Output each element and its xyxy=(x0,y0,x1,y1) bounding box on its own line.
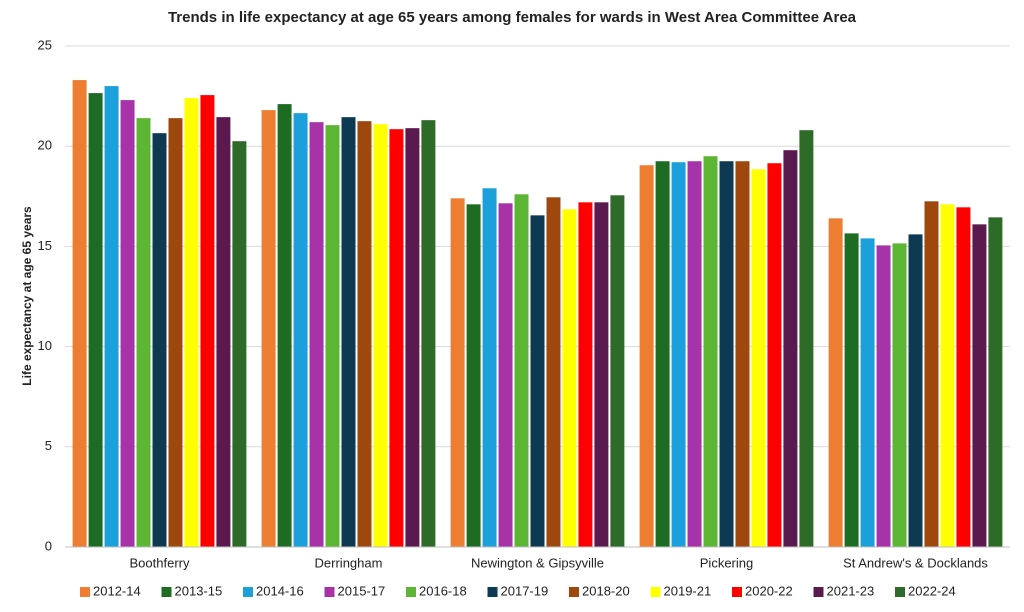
bar xyxy=(216,117,231,547)
bar xyxy=(293,113,308,547)
bar xyxy=(120,100,135,547)
bar xyxy=(261,110,276,548)
legend-swatch xyxy=(406,587,416,597)
bar xyxy=(405,128,420,547)
legend-label: 2016-18 xyxy=(419,583,467,598)
bar xyxy=(514,194,529,547)
bar xyxy=(562,209,577,548)
y-tick-label: 0 xyxy=(45,538,52,553)
legend-swatch xyxy=(80,587,90,597)
bar xyxy=(639,165,654,547)
bar xyxy=(450,198,465,547)
y-tick-label: 15 xyxy=(38,238,52,253)
bar xyxy=(972,224,987,547)
bar xyxy=(421,120,436,547)
bar xyxy=(892,243,907,548)
legend-swatch xyxy=(324,587,335,597)
bar xyxy=(767,163,782,547)
bar xyxy=(703,156,718,547)
bar xyxy=(578,202,593,547)
bar xyxy=(72,80,87,548)
bar xyxy=(956,207,971,547)
legend-label: 2012-14 xyxy=(93,583,141,598)
bar xyxy=(184,98,199,547)
bar xyxy=(341,117,356,547)
bar xyxy=(546,197,561,547)
bar xyxy=(277,104,292,547)
bar xyxy=(799,130,814,547)
legend-swatch xyxy=(243,587,253,597)
x-tick-label: Derringham xyxy=(315,555,383,570)
bar xyxy=(466,204,481,548)
bar xyxy=(719,161,734,548)
bar xyxy=(88,93,103,548)
legend-swatch xyxy=(650,587,661,597)
bar xyxy=(389,129,404,547)
chart-title: Trends in life expectancy at age 65 year… xyxy=(168,9,857,26)
legend-label: 2015-17 xyxy=(338,583,386,598)
x-tick-label: St Andrew's & Docklands xyxy=(843,555,988,570)
bar xyxy=(136,118,151,548)
bar xyxy=(357,121,372,548)
bar xyxy=(482,188,497,547)
bar xyxy=(200,95,215,548)
legend-swatch xyxy=(813,587,824,597)
bar xyxy=(735,161,750,548)
bar xyxy=(988,217,1003,548)
bar xyxy=(152,133,167,547)
legend-label: 2017-19 xyxy=(501,583,549,598)
legend-label: 2019-21 xyxy=(664,583,712,598)
y-tick-label: 20 xyxy=(38,138,52,153)
bar xyxy=(908,234,923,547)
legend-label: 2021-23 xyxy=(827,583,875,598)
bar xyxy=(104,86,119,547)
bar xyxy=(924,201,939,547)
bar xyxy=(783,150,798,547)
bar xyxy=(940,204,955,548)
bar xyxy=(594,202,609,547)
legend-swatch xyxy=(161,587,172,597)
y-tick-label: 25 xyxy=(38,37,52,52)
bar xyxy=(309,122,324,547)
bar xyxy=(751,169,766,547)
legend-label: 2013-15 xyxy=(175,583,223,598)
y-tick-label: 10 xyxy=(38,338,52,353)
bar xyxy=(610,195,625,547)
x-tick-label: Boothferry xyxy=(130,555,190,570)
x-tick-label: Newington & Gipsyville xyxy=(471,555,604,570)
bar xyxy=(876,245,891,547)
y-axis-label: Life expectancy at age 65 years xyxy=(20,206,34,386)
legend-swatch xyxy=(487,587,498,597)
legend-swatch xyxy=(895,587,905,597)
bar xyxy=(373,124,388,547)
bar xyxy=(325,125,340,548)
y-tick-label: 5 xyxy=(45,438,52,453)
bar xyxy=(168,118,183,548)
bar xyxy=(671,162,686,547)
bar xyxy=(828,218,843,547)
x-tick-label: Pickering xyxy=(700,555,753,570)
bar xyxy=(860,238,875,547)
bar xyxy=(232,141,247,547)
bar xyxy=(844,233,859,547)
bar xyxy=(530,215,545,547)
legend-swatch xyxy=(569,587,579,597)
legend-label: 2020-22 xyxy=(745,583,793,598)
bar xyxy=(687,161,702,548)
bar xyxy=(498,203,513,547)
legend-label: 2014-16 xyxy=(256,583,304,598)
legend-label: 2018-20 xyxy=(582,583,630,598)
legend-label: 2022-24 xyxy=(908,583,956,598)
bar xyxy=(655,161,670,548)
legend-swatch xyxy=(732,587,742,597)
